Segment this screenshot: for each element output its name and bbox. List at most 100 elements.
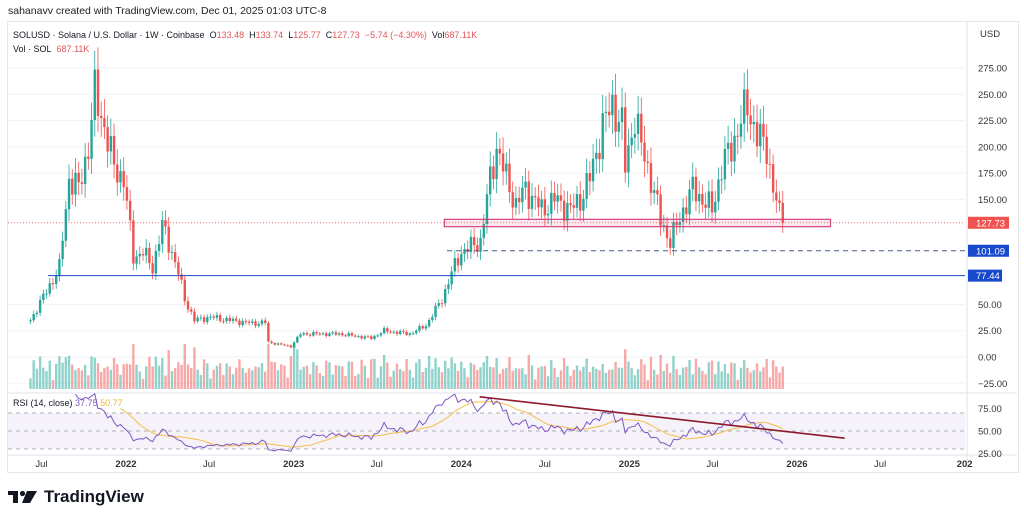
candle-body <box>119 171 122 183</box>
time-tick-label: 2025 <box>619 459 641 470</box>
volume-bar <box>331 374 334 389</box>
volume-bar <box>688 360 691 389</box>
volume-bar <box>151 366 154 389</box>
candle-body <box>67 178 71 210</box>
candle-body <box>238 320 241 326</box>
candle-body <box>762 123 765 137</box>
volume-bar <box>582 366 585 389</box>
volume-bar <box>601 363 604 389</box>
volume-bar <box>662 370 666 389</box>
level-tag-text: 101.09 <box>976 246 1005 257</box>
candle-body <box>611 94 614 116</box>
candle-body <box>408 333 412 335</box>
volume-bar <box>103 367 106 389</box>
candle-body <box>562 200 566 221</box>
support-zone-box <box>443 218 832 228</box>
volume-bar <box>173 368 177 389</box>
volume-bar <box>556 376 559 389</box>
volume-bar <box>38 356 42 389</box>
candle-body <box>312 332 315 336</box>
price-tick-label: 0.00 <box>978 353 997 364</box>
candle-body <box>199 317 203 319</box>
rsi-legend: RSI (14, close) 37.75 50.77 <box>13 398 123 408</box>
candle-body <box>775 192 778 201</box>
candle-body <box>405 331 408 335</box>
symbol-title[interactable]: SOLUSD · Solana / U.S. Dollar · 1W · Coi… <box>13 30 205 40</box>
volume-bar <box>286 377 289 389</box>
volume-bar <box>521 368 524 389</box>
candle-body <box>614 94 617 132</box>
volume-bar <box>280 364 283 389</box>
volume-bar <box>45 371 48 389</box>
volume-bar <box>588 372 592 389</box>
volume-bar <box>177 362 180 389</box>
chart-frame <box>7 21 1019 473</box>
volume-bar <box>479 367 482 389</box>
candle-body <box>235 318 238 321</box>
candle-body <box>749 115 752 125</box>
volume-bar <box>646 380 649 389</box>
candle-body <box>231 318 235 321</box>
candle-body <box>685 207 688 215</box>
candle-body <box>736 135 739 137</box>
volume-bar <box>289 356 293 389</box>
volume-bar <box>270 361 273 389</box>
candle-body <box>659 194 662 226</box>
candle-body <box>501 153 505 172</box>
volume-bar <box>54 363 58 389</box>
candle-body <box>624 107 627 173</box>
candle-body <box>54 275 58 284</box>
candle-body <box>366 336 370 338</box>
candle-body <box>572 205 575 208</box>
volume-bar <box>755 363 759 389</box>
volume-bar <box>765 358 768 389</box>
candle-body <box>280 343 283 345</box>
volume-bar <box>720 371 723 389</box>
candle-body <box>305 332 309 335</box>
volume-bar <box>328 362 331 389</box>
candle-body <box>173 252 177 263</box>
candle-body <box>212 316 215 318</box>
volume-bar <box>771 360 775 389</box>
candle-body <box>669 238 672 248</box>
volume-bar <box>665 363 669 389</box>
time-tick-label: 202 <box>957 459 973 470</box>
volume-bar <box>575 365 579 389</box>
volume-indicator-label[interactable]: Vol · SOL <box>13 44 52 54</box>
volume-bar <box>190 368 193 389</box>
candle-body <box>296 336 299 343</box>
candle-body <box>344 335 347 337</box>
candle-body <box>206 317 209 322</box>
time-tick-label: 2022 <box>115 459 136 470</box>
volume-bar <box>366 378 370 389</box>
volume-bar <box>74 370 77 389</box>
volume-bar <box>138 371 141 389</box>
vol-value: 687.11K <box>444 30 478 40</box>
volume-bar <box>775 366 778 389</box>
candle-body <box>183 279 186 302</box>
volume-bar <box>312 362 315 389</box>
volume-bar <box>244 372 248 389</box>
candle-body <box>424 326 428 329</box>
candle-body <box>177 262 180 275</box>
candle-body <box>495 148 498 180</box>
volume-bar <box>32 360 35 389</box>
candle-body <box>244 320 248 322</box>
volume-bar <box>106 366 109 389</box>
volume-bar <box>51 379 55 389</box>
volume-bar <box>29 378 32 389</box>
volume-bar <box>633 375 637 389</box>
logo-text: TradingView <box>44 487 144 506</box>
volume-bar <box>742 359 746 389</box>
volume-bar <box>112 357 116 389</box>
candle-body <box>665 225 669 239</box>
volume-bar <box>675 369 678 389</box>
volume-bar <box>450 357 453 389</box>
volume-bar <box>630 368 633 389</box>
candle-body <box>697 194 701 202</box>
candle-body <box>138 253 141 257</box>
rsi-label[interactable]: RSI (14, close) <box>13 398 73 408</box>
volume-bar <box>132 344 135 389</box>
candle-body <box>627 145 630 173</box>
